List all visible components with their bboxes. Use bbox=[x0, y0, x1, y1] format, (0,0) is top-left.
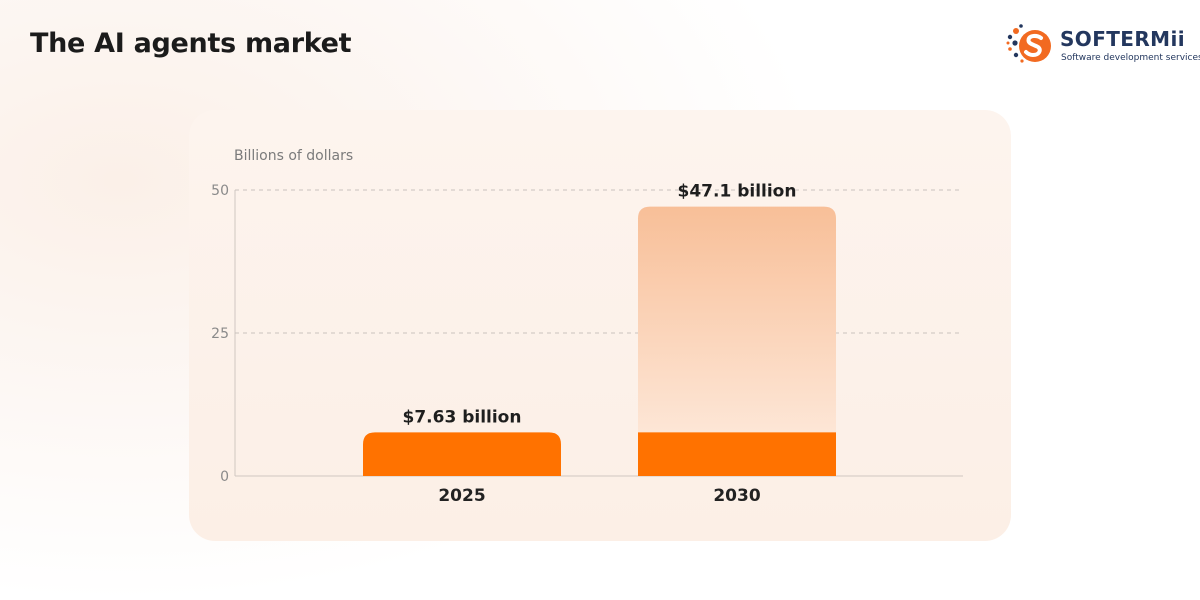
brand-tagline: Software development services bbox=[1061, 53, 1200, 63]
value-label-2025: $7.63 billion bbox=[403, 407, 522, 427]
bars-layer bbox=[363, 206, 836, 476]
brand-name: SOFTERMii bbox=[1060, 27, 1185, 51]
bar-2030-base bbox=[638, 432, 836, 476]
y-axis-label: Billions of dollars bbox=[234, 148, 353, 164]
grid-layer: 0 25 50 bbox=[211, 183, 963, 485]
bar-2025 bbox=[363, 432, 561, 476]
y-tick-label: 50 bbox=[211, 183, 229, 199]
x-tick-label-2025: 2025 bbox=[438, 486, 485, 506]
labels-layer: $7.63 billion 2025 $47.1 billion 2030 bbox=[403, 182, 797, 506]
s-letter-dots-icon bbox=[1006, 24, 1051, 63]
bar-chart: Billions of dollars 0 25 50 $7.63 billion 2… bbox=[211, 148, 963, 506]
bar-2030-growth bbox=[638, 206, 836, 433]
y-tick-label: 25 bbox=[211, 326, 229, 342]
page-title: The AI agents market bbox=[30, 28, 352, 59]
brand-logo: SOFTERMii Software development services bbox=[1004, 22, 1200, 70]
chart-card: Billions of dollars 0 25 50 $7.63 billion 2… bbox=[189, 110, 1011, 541]
y-tick-label: 0 bbox=[220, 469, 229, 485]
value-label-2030: $47.1 billion bbox=[678, 182, 797, 202]
x-tick-label-2030: 2030 bbox=[713, 486, 760, 506]
